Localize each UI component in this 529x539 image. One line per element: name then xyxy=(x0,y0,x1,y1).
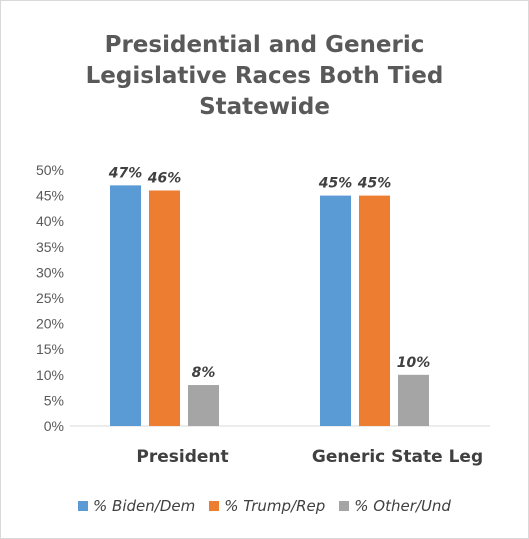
legend-item: % Other/Und xyxy=(339,497,451,515)
legend-label: % Trump/Rep xyxy=(224,497,326,515)
y-tick-label: 15% xyxy=(36,341,64,357)
y-tick-label: 30% xyxy=(36,264,64,280)
legend-swatch xyxy=(209,501,220,511)
bar xyxy=(398,374,429,426)
y-tick-label: 50% xyxy=(36,162,64,178)
bar xyxy=(110,185,141,426)
y-tick-label: 25% xyxy=(36,290,64,306)
chart-title: Presidential and Generic Legislative Rac… xyxy=(85,32,444,120)
y-tick-label: 45% xyxy=(36,188,64,204)
data-label: 8% xyxy=(192,365,216,381)
data-label: 45% xyxy=(318,176,353,192)
data-label: 46% xyxy=(147,170,182,186)
legend-label: % Other/Und xyxy=(354,497,451,515)
bar xyxy=(149,190,180,426)
data-label: 45% xyxy=(357,176,392,192)
y-tick-label: 0% xyxy=(44,418,64,434)
legend-swatch xyxy=(339,501,350,511)
y-tick-label: 5% xyxy=(44,392,64,408)
y-tick-label: 35% xyxy=(36,239,64,255)
bar xyxy=(359,195,390,426)
y-tick-label: 10% xyxy=(36,367,64,383)
bar xyxy=(188,385,219,426)
y-tick-label: 20% xyxy=(36,316,64,332)
chart-legend: % Biden/Dem % Trump/Rep % Other/Und xyxy=(0,497,529,515)
legend-label: % Biden/Dem xyxy=(93,497,196,515)
data-label: 10% xyxy=(397,355,431,371)
x-category-label: Generic State Leg xyxy=(312,447,483,467)
y-tick-label: 40% xyxy=(36,213,64,229)
legend-swatch xyxy=(78,501,89,511)
data-label: 47% xyxy=(108,165,143,181)
x-category-label: President xyxy=(136,447,228,467)
legend-item: % Biden/Dem xyxy=(78,497,195,515)
legend-item: % Trump/Rep xyxy=(209,497,325,515)
bar xyxy=(320,195,351,426)
